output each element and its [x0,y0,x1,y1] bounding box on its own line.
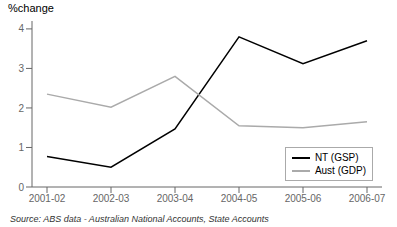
svg-text:2: 2 [18,103,24,114]
html-text:%change: %change [8,2,54,14]
svg-text:0: 0 [18,182,24,193]
svg-text:2006-07: 2006-07 [349,193,386,204]
svg-text:2005-06: 2005-06 [285,193,322,204]
html-text:NT (GSP): NT (GSP) [314,152,359,163]
svg-text:4: 4 [18,23,24,34]
svg-text:3: 3 [18,63,24,74]
html-text:Source: ABS data - Australian: Source: ABS data - Australian National A… [10,214,269,224]
svg-text:1: 1 [18,142,24,153]
svg-text:2004-05: 2004-05 [221,193,258,204]
svg-text:2002-03: 2002-03 [93,193,130,204]
svg-text:2001-02: 2001-02 [29,193,66,204]
svg-text:2003-04: 2003-04 [157,193,194,204]
html-text:Aust (GDP): Aust (GDP) [314,165,366,176]
